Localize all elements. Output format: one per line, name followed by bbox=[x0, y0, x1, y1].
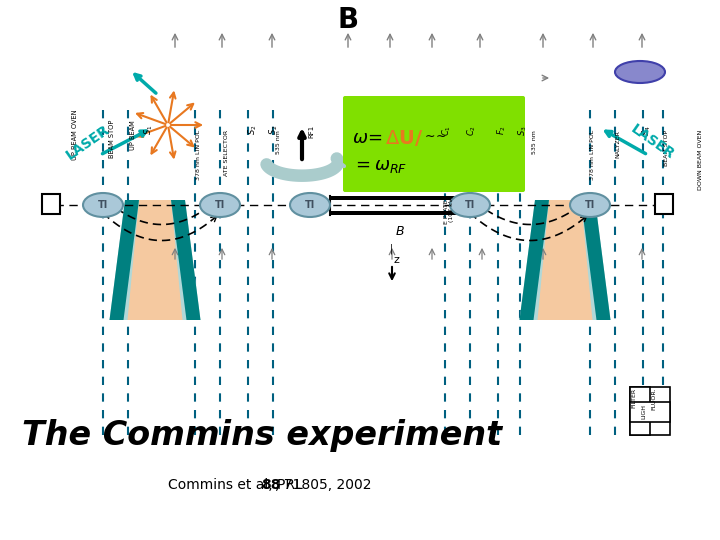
Ellipse shape bbox=[615, 61, 665, 83]
Polygon shape bbox=[109, 200, 139, 320]
Text: FILTER: FILTER bbox=[631, 388, 636, 408]
Polygon shape bbox=[538, 200, 593, 320]
Polygon shape bbox=[171, 200, 200, 320]
Bar bbox=[655, 194, 673, 214]
Text: $S_1$: $S_1$ bbox=[143, 125, 156, 136]
Text: B: B bbox=[338, 6, 359, 34]
Polygon shape bbox=[581, 200, 611, 320]
FancyBboxPatch shape bbox=[343, 96, 525, 192]
Text: Tl: Tl bbox=[98, 200, 108, 210]
Text: 535 nm: 535 nm bbox=[531, 130, 536, 154]
Text: NALYZER: NALYZER bbox=[616, 130, 621, 158]
Text: E PLATES
(107 kV): E PLATES (107 kV) bbox=[444, 195, 454, 224]
Text: Tl: Tl bbox=[305, 200, 315, 210]
Text: 88: 88 bbox=[261, 478, 281, 492]
Bar bbox=[630, 387, 650, 435]
Text: $S_4$: $S_4$ bbox=[641, 125, 653, 136]
Polygon shape bbox=[520, 200, 611, 320]
Text: UP BEAM OVEN: UP BEAM OVEN bbox=[72, 110, 78, 160]
Polygon shape bbox=[109, 200, 200, 320]
Text: LIGH: LIGH bbox=[641, 404, 646, 419]
Text: z: z bbox=[394, 255, 400, 265]
Text: |: | bbox=[390, 244, 393, 254]
Text: $\omega$=: $\omega$= bbox=[352, 129, 384, 147]
Text: Commins et al, PRL: Commins et al, PRL bbox=[168, 478, 307, 492]
Text: DOWN BEAM OVEN: DOWN BEAM OVEN bbox=[698, 130, 703, 190]
Text: LASER: LASER bbox=[63, 122, 112, 162]
Text: $S_3$: $S_3$ bbox=[517, 125, 529, 136]
Bar bbox=[330, 211, 460, 215]
Text: $S_2$: $S_2$ bbox=[268, 125, 280, 136]
Text: UP BEAM: UP BEAM bbox=[130, 120, 136, 150]
Ellipse shape bbox=[83, 193, 123, 217]
Text: $S_2$: $S_2$ bbox=[247, 125, 259, 136]
Bar bbox=[630, 387, 670, 435]
Text: FLUOR.: FLUOR. bbox=[651, 388, 656, 410]
Ellipse shape bbox=[570, 193, 610, 217]
Polygon shape bbox=[520, 200, 549, 320]
Text: Tl: Tl bbox=[215, 200, 225, 210]
Text: $C_1$: $C_1$ bbox=[441, 125, 454, 136]
Text: , 71805, 2002: , 71805, 2002 bbox=[275, 478, 372, 492]
Text: BEAM STOP: BEAM STOP bbox=[109, 120, 115, 158]
Ellipse shape bbox=[290, 193, 330, 217]
Text: ATE SELECTOR: ATE SELECTOR bbox=[223, 130, 228, 176]
Text: $\sim\!\!\sim$: $\sim\!\!\sim$ bbox=[422, 129, 447, 141]
Text: 378 nm LIN POL: 378 nm LIN POL bbox=[590, 130, 595, 180]
Ellipse shape bbox=[450, 193, 490, 217]
Text: $F_2$: $F_2$ bbox=[496, 125, 508, 135]
Text: B: B bbox=[396, 225, 405, 238]
Text: Tl: Tl bbox=[585, 200, 595, 210]
Text: LASER: LASER bbox=[628, 122, 677, 162]
Text: BEAM STOP: BEAM STOP bbox=[664, 130, 668, 166]
Text: 378 nm LIN POL: 378 nm LIN POL bbox=[197, 130, 202, 180]
Text: RF1: RF1 bbox=[308, 125, 314, 138]
Text: $\Delta$U/: $\Delta$U/ bbox=[385, 128, 423, 148]
Bar bbox=[330, 196, 460, 200]
Text: The Commins experiment: The Commins experiment bbox=[22, 419, 502, 452]
Text: $C_2$: $C_2$ bbox=[466, 125, 478, 136]
Text: 535 nm: 535 nm bbox=[276, 130, 282, 154]
Bar bbox=[42, 194, 60, 214]
Bar bbox=[630, 402, 670, 422]
Text: $=\omega_{RF}$: $=\omega_{RF}$ bbox=[352, 157, 408, 175]
Ellipse shape bbox=[200, 193, 240, 217]
Polygon shape bbox=[127, 200, 182, 320]
Text: Tl: Tl bbox=[465, 200, 475, 210]
